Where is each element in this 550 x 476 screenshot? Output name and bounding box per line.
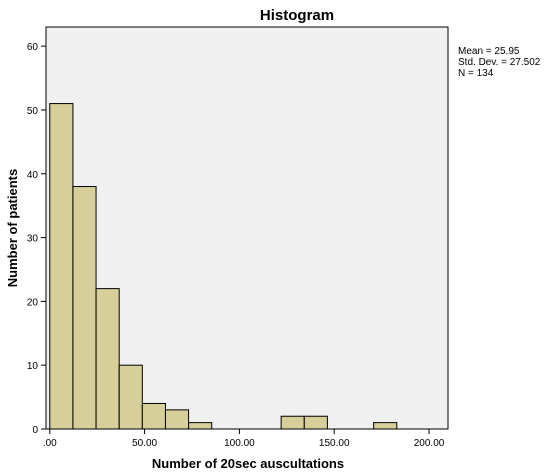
histogram-bar-5: [164, 409, 190, 430]
x-axis-ticks: .00 50.00 100.00 150.00 200.00: [43, 429, 445, 449]
y-tick-label: 0: [32, 425, 38, 436]
x-tick-label: 200.00: [414, 438, 445, 449]
histogram-bar-0: [49, 103, 74, 430]
histogram-bar-11: [303, 415, 328, 430]
y-axis-ticks: 0 10 20 30 40 50 60: [27, 42, 46, 436]
y-tick-label: 10: [27, 361, 39, 372]
histogram-bar-3: [118, 364, 143, 430]
y-axis-label: Number of patients: [5, 169, 20, 287]
x-tick-label: .00: [43, 438, 57, 449]
bars-group: [49, 103, 398, 430]
x-tick-label: 50.00: [132, 438, 157, 449]
histogram-bar-2: [95, 288, 120, 430]
y-tick-label: 60: [27, 42, 39, 53]
stat-mean: Mean = 25.95: [458, 46, 520, 57]
x-tick-label: 150.00: [319, 438, 350, 449]
y-tick-label: 40: [27, 170, 39, 181]
histogram-bar-4: [141, 402, 166, 430]
x-axis-label: Number of 20sec auscultations: [152, 456, 344, 471]
chart-title: Histogram: [260, 7, 334, 24]
histogram-bar-6: [188, 422, 213, 430]
y-tick-label: 20: [27, 297, 39, 308]
histogram-bar-14: [373, 422, 398, 430]
y-tick-label: 50: [27, 106, 39, 117]
histogram-bar-1: [72, 186, 97, 430]
y-tick-label: 30: [27, 234, 39, 245]
stat-n: N = 134: [458, 68, 494, 79]
x-tick-label: 100.00: [224, 438, 255, 449]
stat-std-dev: Std. Dev. = 27.502: [458, 57, 541, 68]
histogram-bar-10: [280, 415, 305, 430]
